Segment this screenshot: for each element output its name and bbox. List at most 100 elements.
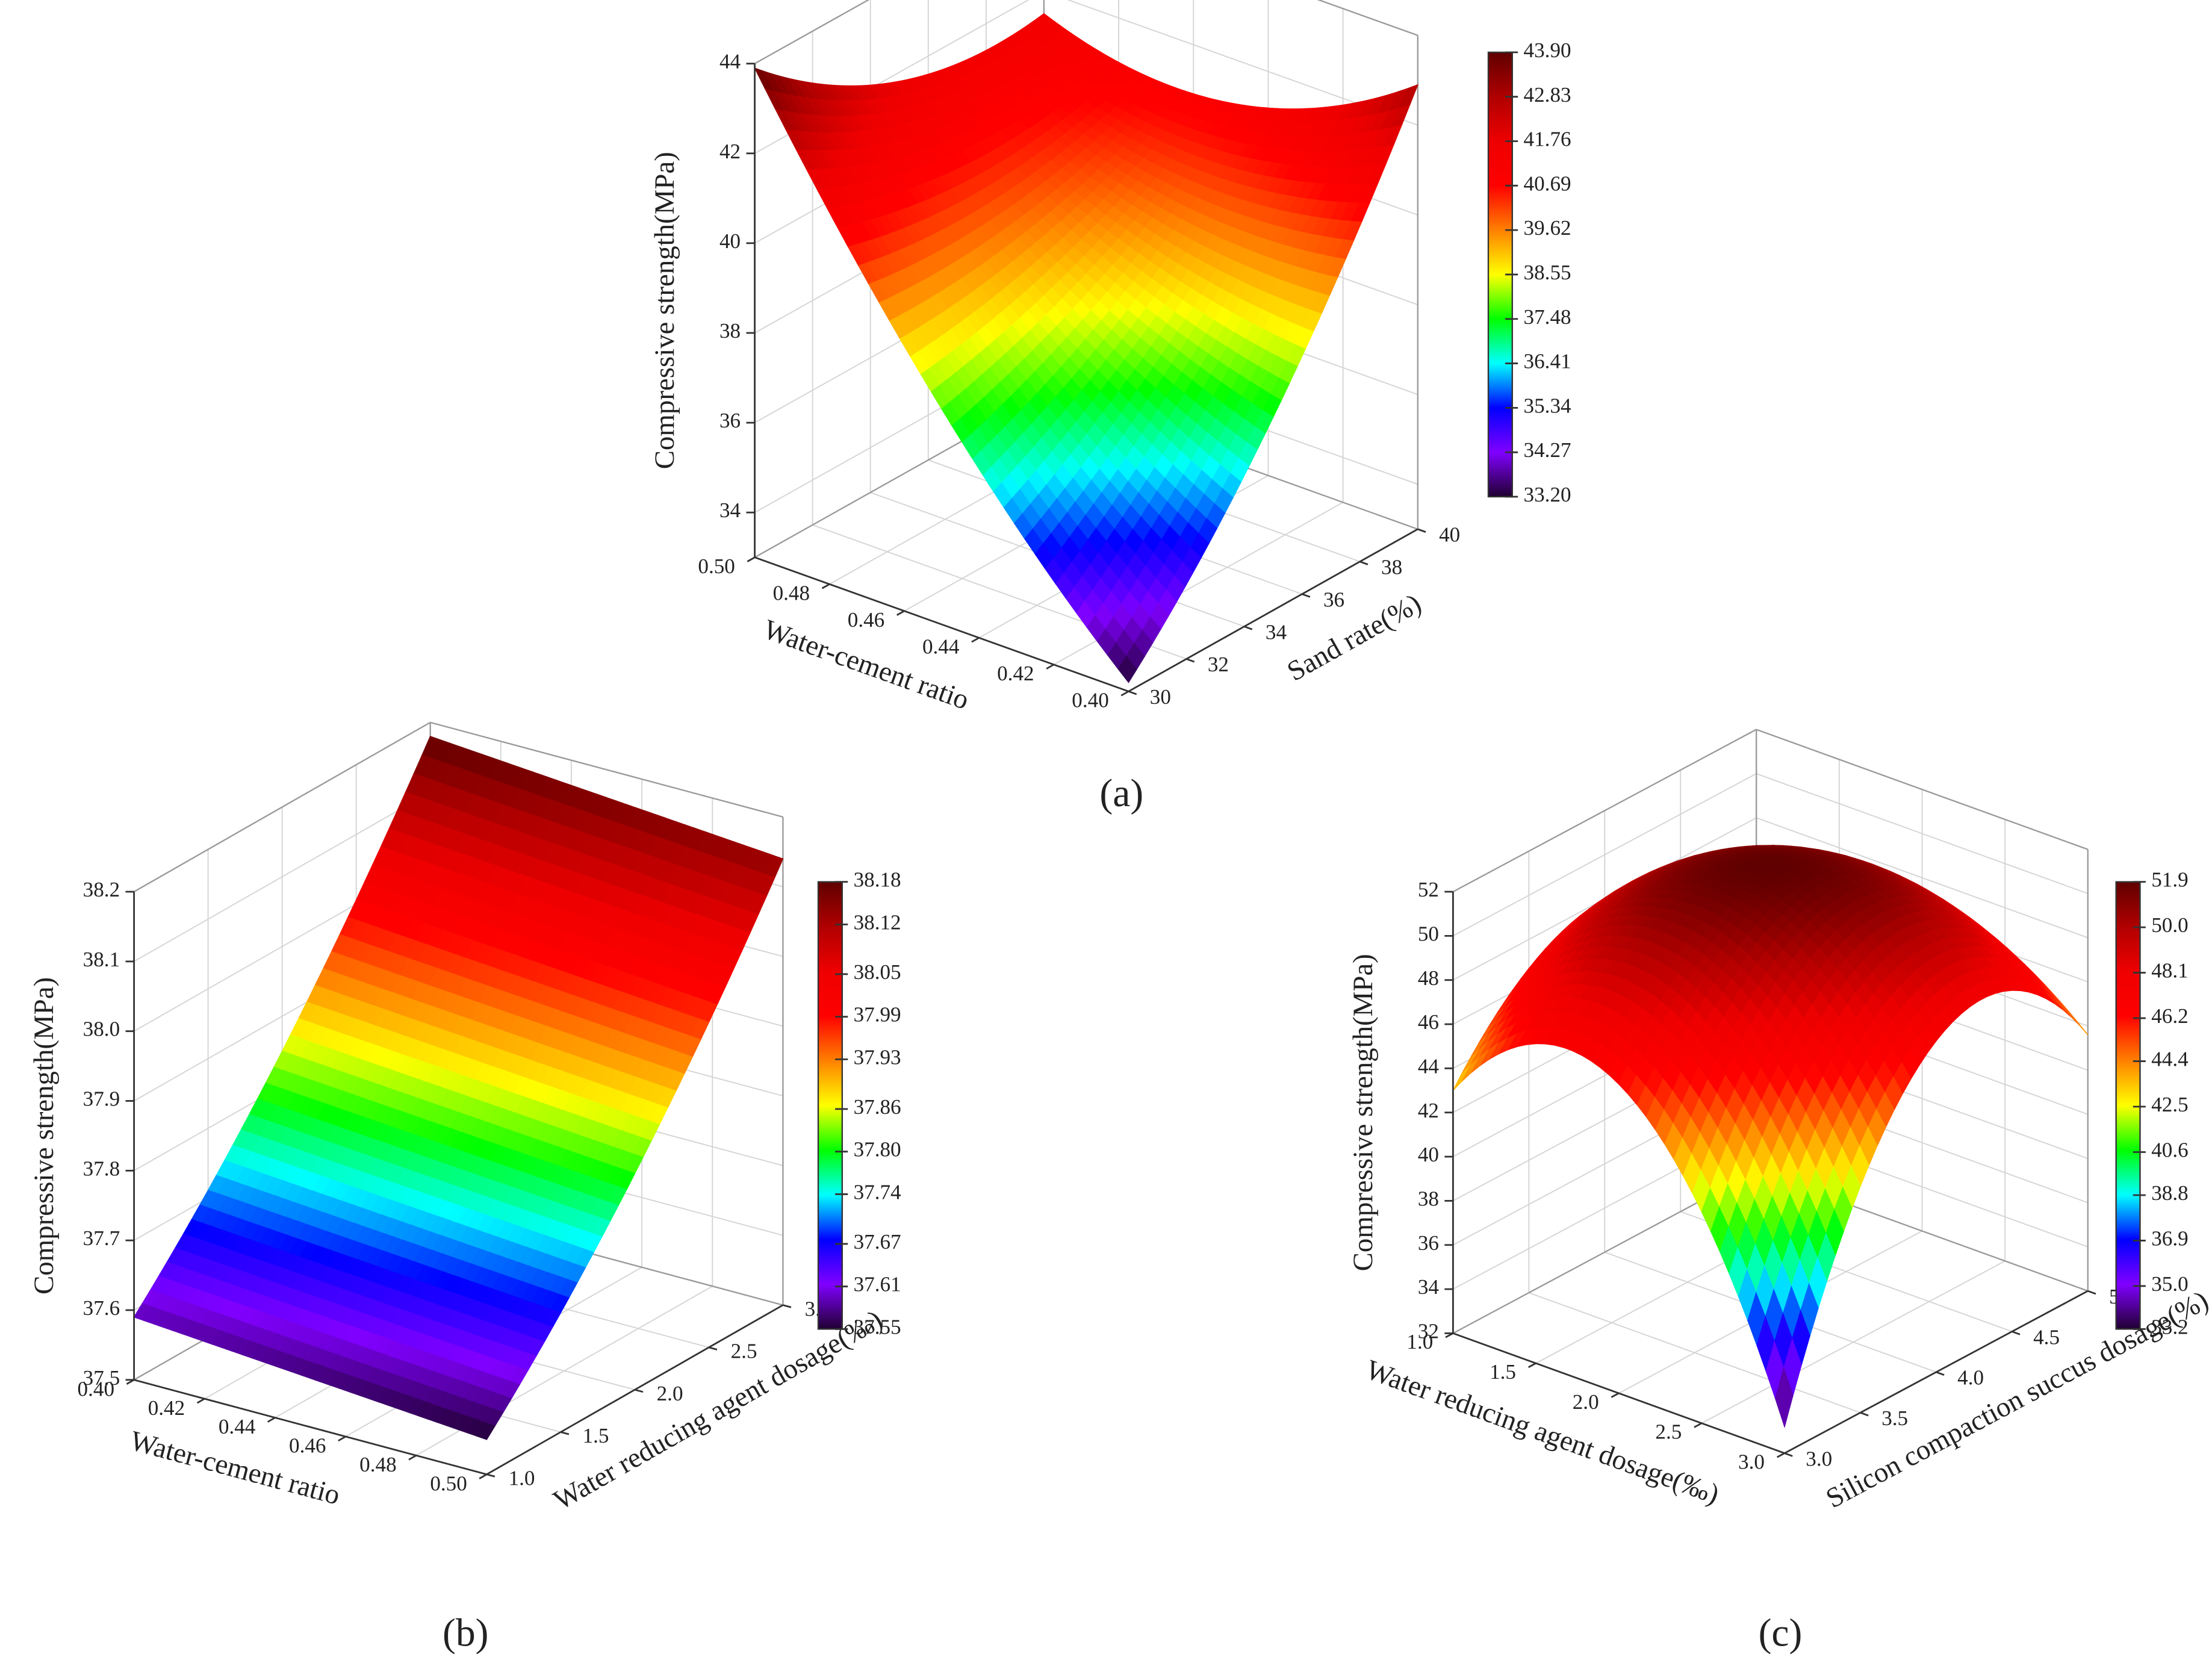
- tick-mark: [561, 1431, 570, 1435]
- z-tick-label: 37.5: [83, 1366, 120, 1390]
- tick-mark: [479, 1473, 488, 1479]
- tick-mark: [1417, 528, 1426, 533]
- grid-line: [1317, 0, 1418, 36]
- colorbar-label: 48.1: [2151, 959, 2188, 983]
- tick-mark: [1694, 1422, 1703, 1428]
- z-tick-label: 48: [1418, 966, 1439, 990]
- y-tick-label: 36: [1323, 588, 1344, 611]
- x-tick-label: 1.5: [1490, 1360, 1516, 1384]
- y-tick-label: 1.5: [583, 1424, 609, 1447]
- axis-line: [1128, 528, 1418, 692]
- tick-mark: [486, 1473, 496, 1478]
- x-tick-label: 2.0: [1573, 1390, 1599, 1414]
- colorbar-label: 38.05: [854, 960, 901, 984]
- colorbar-label: 37.48: [1524, 305, 1571, 329]
- z-tick-label: 46: [1418, 1010, 1439, 1034]
- box-edge: [134, 721, 431, 893]
- tick-mark: [1128, 691, 1137, 695]
- colorbar-label: 36.41: [1524, 350, 1571, 373]
- z-tick-label: 38.2: [83, 878, 120, 901]
- z-tick-label: 32: [1418, 1320, 1439, 1343]
- x-tick-label: 0.48: [359, 1453, 396, 1476]
- tick-mark: [1528, 1362, 1536, 1369]
- colorbar-label: 40.69: [1524, 172, 1571, 195]
- tick-mark: [1244, 626, 1253, 630]
- z-tick-label: 44: [1418, 1054, 1440, 1078]
- x-tick-label: 0.42: [148, 1396, 185, 1420]
- z-axis-title: Compressive strength(MPa): [649, 152, 680, 469]
- colorbar-label: 37.55: [854, 1315, 901, 1338]
- tick-mark: [267, 1417, 276, 1423]
- z-tick-label: 37.7: [83, 1226, 120, 1250]
- z-tick-label: 42: [1418, 1099, 1439, 1122]
- colorbar-label: 37.67: [854, 1230, 901, 1254]
- x-tick-label: 0.40: [1072, 689, 1108, 712]
- y-tick-label: 4.0: [1957, 1366, 1984, 1390]
- z-tick-label: 38.1: [83, 948, 120, 971]
- colorbar-label: 35.34: [1524, 394, 1571, 417]
- y-tick-label: 40: [1439, 523, 1460, 547]
- x-tick-label: 0.42: [997, 662, 1034, 685]
- y-tick-label: 34: [1266, 620, 1287, 644]
- colorbar-label: 42.83: [1524, 83, 1571, 107]
- x-tick-label: 0.50: [430, 1472, 467, 1495]
- colorbar: [2115, 881, 2141, 1330]
- z-tick-label: 37.8: [83, 1157, 120, 1180]
- colorbar-label: 51.9: [2151, 868, 2188, 892]
- x-tick-label: 0.46: [289, 1434, 326, 1458]
- axis-line: [754, 556, 1129, 692]
- box-edge: [754, 0, 870, 64]
- tick-mark: [1776, 1452, 1785, 1458]
- z-tick-label: 36: [1418, 1231, 1439, 1255]
- z-axis-title: Compressive strength(MPa): [1347, 954, 1379, 1271]
- colorbar-label: 38.8: [2151, 1181, 2188, 1205]
- z-tick-label: 36: [719, 409, 741, 432]
- tick-mark: [2087, 1290, 2096, 1295]
- z-tick-label: 37.9: [83, 1087, 120, 1111]
- tick-mark: [1186, 658, 1195, 663]
- colorbar-label: 43.90: [1524, 39, 1571, 62]
- tick-mark: [2012, 1331, 2021, 1335]
- colorbar-label: 37.93: [854, 1045, 901, 1069]
- colorbar-label: 50.0: [2151, 913, 2188, 937]
- tick-mark: [1611, 1392, 1620, 1398]
- colorbar-label: 37.80: [854, 1138, 901, 1161]
- tick-mark: [821, 583, 830, 589]
- z-tick-label: 40: [1418, 1143, 1439, 1166]
- z-tick-label: 34: [1418, 1275, 1440, 1299]
- y-tick-label: 1.0: [509, 1467, 535, 1490]
- tick-mark: [896, 610, 905, 616]
- colorbar: [817, 881, 843, 1330]
- x-tick-label: 0.46: [848, 608, 884, 632]
- colorbar-label: 33.20: [1524, 483, 1571, 506]
- surface-facet: [1117, 655, 1137, 683]
- colorbar-label: 44.4: [2151, 1048, 2189, 1071]
- box-edge: [1317, 0, 1418, 36]
- z-tick-label: 50: [1418, 922, 1439, 945]
- y-tick-label: 30: [1150, 685, 1171, 709]
- subfigure-label: (b): [443, 1611, 488, 1655]
- y-axis-title: Sand rate(%): [1282, 588, 1426, 688]
- colorbar-label: 36.9: [2151, 1227, 2188, 1251]
- colorbar-label: 37.86: [854, 1095, 901, 1119]
- tick-mark: [635, 1388, 644, 1393]
- surface-facet: [1452, 1064, 1471, 1091]
- tick-mark: [709, 1346, 718, 1350]
- tick-mark: [1046, 664, 1054, 670]
- z-tick-label: 44: [719, 50, 741, 73]
- colorbar-label: 41.76: [1524, 128, 1571, 151]
- colorbar-label: 34.27: [1524, 438, 1571, 462]
- x-tick-label: 0.44: [219, 1415, 256, 1438]
- y-tick-label: 32: [1208, 653, 1229, 676]
- colorbar-label: 37.74: [854, 1180, 901, 1204]
- tick-mark: [1860, 1411, 1869, 1417]
- tick-mark: [1302, 593, 1311, 598]
- tick-mark: [783, 1304, 792, 1308]
- tick-mark: [1359, 561, 1369, 565]
- z-tick-label: 38: [1418, 1187, 1439, 1210]
- y-tick-label: 2.0: [657, 1382, 683, 1405]
- tick-mark: [408, 1455, 417, 1461]
